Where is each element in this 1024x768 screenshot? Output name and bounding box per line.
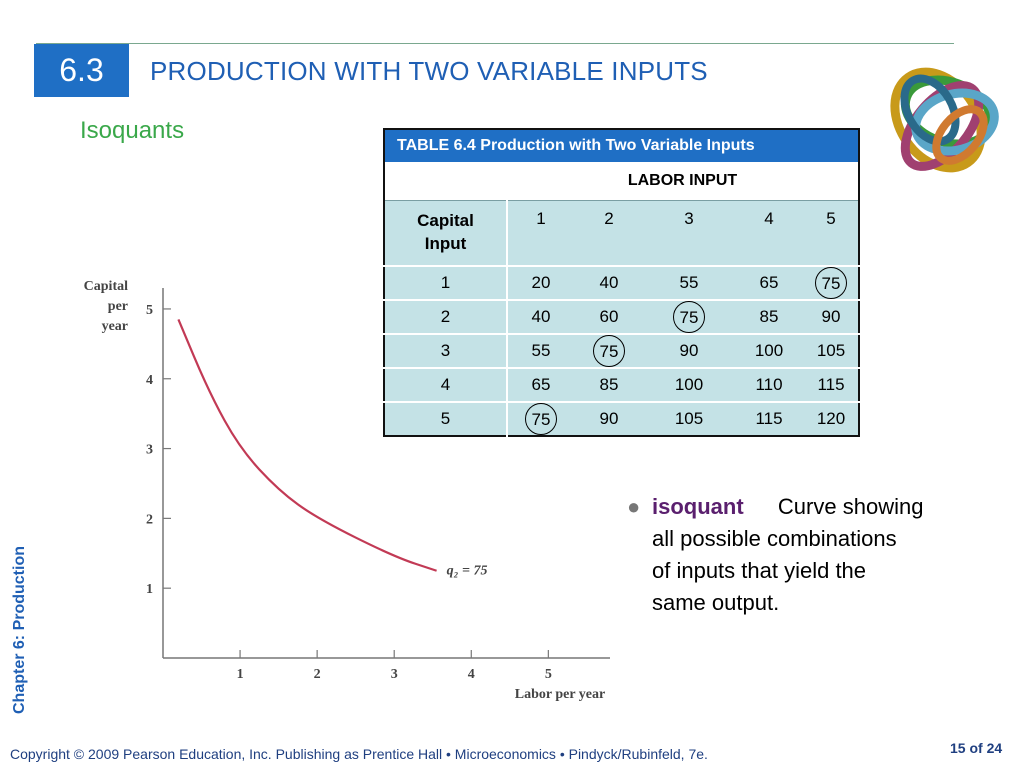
x-tick-label: 5: [545, 667, 552, 682]
output-cell-circled: 75: [644, 299, 734, 334]
output-cell: 90: [804, 299, 859, 334]
output-cell-circled: 75: [506, 401, 574, 436]
output-cell: 55: [644, 265, 734, 300]
circled-value: 75: [593, 335, 625, 367]
output-cell: 100: [644, 367, 734, 402]
labor-value-header: 5: [804, 200, 859, 266]
output-cell: 60: [574, 299, 644, 334]
slide-title: PRODUCTION WITH TWO VARIABLE INPUTS: [150, 56, 708, 86]
production-table: TABLE 6.4 Production with Two Variable I…: [383, 128, 860, 437]
table-row: 2 40 60 75 85 90: [384, 299, 859, 334]
table-corner-cell: [384, 162, 507, 201]
isoquant-label: q₂ = 75: [447, 564, 488, 579]
y-axis-label: Capital: [84, 279, 128, 294]
circled-value: 75: [525, 403, 557, 435]
output-cell: 85: [734, 299, 804, 334]
output-cell: 120: [804, 401, 859, 436]
x-tick-label: 4: [468, 667, 475, 682]
x-tick-label: 3: [391, 667, 398, 682]
definition-line2: all possible combinations: [652, 526, 897, 551]
capital-value: 4: [384, 367, 507, 402]
output-cell: 85: [574, 367, 644, 402]
capital-input-header: Capital Input: [384, 200, 507, 266]
labor-value-header: 2: [574, 200, 644, 266]
output-cell: 40: [506, 299, 574, 334]
output-cell: 115: [734, 401, 804, 436]
output-cell: 40: [574, 265, 644, 300]
output-cell: 90: [644, 333, 734, 368]
output-cell: 20: [506, 265, 574, 300]
table-row: 1 20 40 55 65 75: [384, 265, 859, 300]
output-cell: 90: [574, 401, 644, 436]
definition-term: isoquant: [652, 494, 744, 519]
circled-value: 75: [815, 267, 847, 299]
capital-value: 1: [384, 265, 507, 300]
definition-bullet: ● isoquant Curve showing all possible co…: [627, 491, 967, 619]
table-row: 5 75 90 105 115 120: [384, 401, 859, 436]
circled-value: 75: [673, 301, 705, 333]
capital-header-line2: Input: [424, 234, 467, 253]
y-tick-label: 4: [146, 373, 153, 388]
x-axis-label: Labor per year: [515, 687, 605, 702]
output-cell: 105: [804, 333, 859, 368]
capital-value: 3: [384, 333, 507, 368]
bullet-dot-icon: ●: [627, 494, 641, 519]
table-row: 3 55 75 90 100 105: [384, 333, 859, 368]
capital-header-line1: Capital: [417, 211, 474, 230]
output-cell: 105: [644, 401, 734, 436]
y-axis-label: year: [102, 319, 128, 334]
table-row: 4 65 85 100 110 115: [384, 367, 859, 402]
capital-value: 2: [384, 299, 507, 334]
definition-line4: same output.: [652, 590, 780, 615]
labor-input-header: LABOR INPUT: [507, 162, 859, 201]
y-axis-label: per: [108, 299, 128, 314]
page-indicator: 15 of 24: [950, 740, 1003, 756]
y-tick-label: 1: [146, 582, 153, 597]
output-cell-circled: 75: [804, 265, 859, 300]
labor-value-header: 3: [644, 200, 734, 266]
labor-value-header: 4: [734, 200, 804, 266]
definition-line1: Curve showing: [777, 494, 924, 519]
x-tick-label: 2: [314, 667, 321, 682]
output-cell: 65: [734, 265, 804, 300]
output-cell: 65: [506, 367, 574, 402]
y-tick-label: 2: [146, 512, 153, 527]
chapter-side-label: Chapter 6: Production: [11, 545, 28, 714]
output-cell: 55: [506, 333, 574, 368]
footer-copyright: Copyright © 2009 Pearson Education, Inc.…: [10, 746, 708, 762]
capital-value: 5: [384, 401, 507, 436]
output-cell: 100: [734, 333, 804, 368]
y-tick-label: 5: [146, 303, 153, 318]
rings-logo-icon: [890, 67, 999, 173]
x-tick-label: 1: [237, 667, 244, 682]
header-rule: [36, 43, 954, 44]
table-caption: TABLE 6.4 Production with Two Variable I…: [384, 129, 859, 162]
output-cell: 110: [734, 367, 804, 402]
definition-line3: of inputs that yield the: [652, 558, 867, 583]
section-number: 6.3: [34, 44, 129, 97]
labor-value-header: 1: [506, 200, 574, 266]
output-cell: 115: [804, 367, 859, 402]
y-tick-label: 3: [146, 443, 153, 458]
slide-subtitle: Isoquants: [80, 117, 185, 144]
isoquant-curve: [177, 318, 437, 572]
output-cell-circled: 75: [574, 333, 644, 368]
